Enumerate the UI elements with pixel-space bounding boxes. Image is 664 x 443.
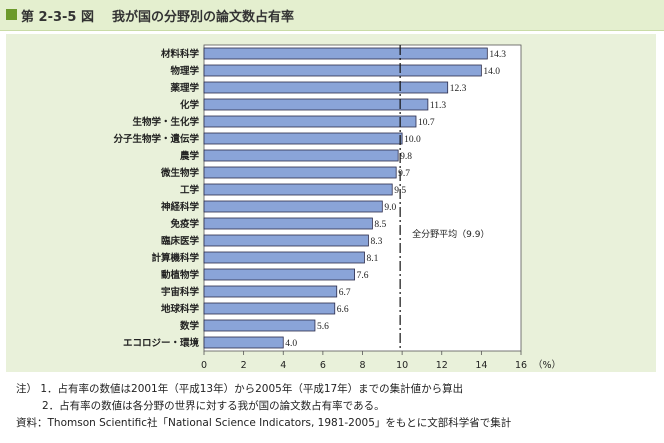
bar: [203, 234, 369, 247]
bar: [203, 98, 429, 111]
category-label: 数学: [179, 320, 200, 332]
plot-area: [203, 44, 522, 352]
bar: [203, 149, 399, 162]
bar: [203, 251, 365, 264]
value-label: 10.7: [418, 118, 435, 128]
bar: [203, 81, 449, 94]
bar: [203, 336, 284, 349]
value-label: 7.6: [357, 271, 369, 281]
value-label: 4.0: [285, 339, 297, 349]
value-label: 6.7: [339, 288, 351, 298]
bar: [203, 166, 397, 179]
value-label: 9.7: [398, 169, 410, 179]
figure-header: 第 2-3-5 図 我が国の分野別の論文数占有率: [0, 0, 664, 31]
value-label: 8.1: [366, 254, 378, 264]
category-label: 微生物学: [160, 167, 200, 179]
x-tick-label: 6: [320, 360, 326, 371]
category-label: 化学: [180, 99, 200, 111]
bar: [203, 64, 482, 77]
x-tick-label: 14: [475, 360, 487, 371]
x-tick-label: 12: [436, 360, 448, 371]
bar: [203, 268, 355, 281]
bar: [203, 200, 383, 213]
figure-title: 我が国の分野別の論文数占有率: [112, 10, 295, 25]
category-label: 地球科学: [161, 303, 200, 315]
x-unit-label: （%）: [533, 359, 561, 371]
category-label: エコロジー・環境: [123, 337, 200, 349]
category-label: 薬理学: [169, 82, 199, 94]
value-label: 9.0: [384, 203, 396, 213]
category-label: 臨床医学: [161, 235, 200, 247]
value-label: 10.0: [404, 135, 421, 145]
average-line-label: 全分野平均（9.9）: [412, 228, 489, 240]
x-tick-label: 0: [201, 360, 207, 371]
notes: 注） 1．占有率の数値は2001年（平成13年）から2005年（平成17年）まで…: [16, 381, 656, 432]
value-label: 8.5: [374, 220, 386, 230]
note-line-1: 注） 1．占有率の数値は2001年（平成13年）から2005年（平成17年）まで…: [16, 383, 464, 395]
x-tick-label: 16: [515, 360, 527, 371]
x-tick-label: 4: [280, 360, 286, 371]
bar: [203, 115, 417, 128]
value-label: 5.6: [317, 322, 329, 332]
category-label: 動植物学: [161, 269, 200, 281]
figure-number: 第 2-3-5 図: [21, 10, 94, 25]
note-line-2: 2．占有率の数値は各分野の世界に対する我が国の論文数占有率である。: [42, 400, 385, 412]
bar: [203, 285, 338, 298]
source-line: 資料：Thomson Scientific社「National Science …: [16, 417, 512, 429]
category-label: 農学: [180, 150, 200, 162]
category-label: 宇宙科学: [161, 286, 200, 298]
category-label: 生物学・生化学: [132, 116, 199, 128]
x-tick-label: 10: [396, 360, 408, 371]
category-label: 神経科学: [161, 201, 200, 213]
bar: [203, 319, 316, 332]
bar: [203, 217, 373, 230]
value-label: 9.8: [400, 152, 412, 162]
category-label: 物理学: [170, 65, 199, 77]
bar: [203, 183, 393, 196]
bar: [203, 302, 336, 315]
value-label: 12.3: [450, 84, 467, 94]
category-label: 計算機科学: [151, 252, 199, 264]
category-label: 免疫学: [170, 218, 199, 230]
value-label: 8.3: [370, 237, 382, 247]
value-label: 14.0: [483, 67, 500, 77]
category-label: 材料科学: [160, 48, 200, 60]
bar: [203, 132, 403, 145]
x-tick-label: 8: [359, 360, 365, 371]
value-label: 11.3: [430, 101, 447, 111]
value-label: 6.6: [337, 305, 349, 315]
category-label: 工学: [180, 184, 200, 196]
x-tick-label: 2: [241, 360, 247, 371]
value-label: 14.3: [489, 50, 506, 60]
category-label: 分子生物学・遺伝学: [113, 133, 199, 145]
bar: [203, 47, 488, 60]
header-square-icon: [6, 9, 17, 20]
